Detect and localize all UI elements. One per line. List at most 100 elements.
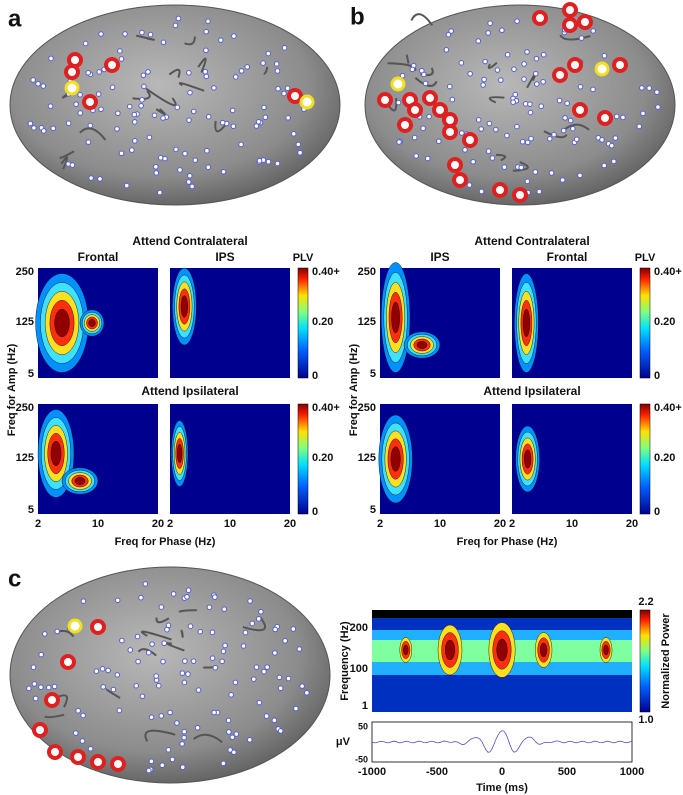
electrode [578, 35, 585, 41]
electrode [562, 115, 568, 121]
electrode [31, 681, 38, 687]
electrode [590, 28, 597, 34]
electrode-selected [532, 10, 548, 26]
electrode [293, 705, 299, 712]
sulcus [410, 13, 434, 27]
electrode [179, 764, 186, 771]
electrode-selected [397, 117, 413, 133]
column-title: IPS [430, 250, 449, 264]
electrode [277, 685, 284, 692]
electrode [187, 89, 193, 96]
electrode [97, 176, 103, 182]
electrode [548, 170, 555, 176]
electrode [192, 157, 199, 163]
sulcus [105, 687, 121, 699]
electrode-selected [594, 61, 610, 77]
electrode [190, 108, 197, 115]
electrode [186, 70, 192, 76]
electrode [620, 114, 626, 121]
electrode [173, 146, 179, 153]
electrode-selected [90, 619, 106, 635]
electrode [238, 68, 245, 74]
electrode [160, 115, 166, 121]
y-tick-label: 125 [358, 452, 376, 464]
electrode [242, 629, 249, 636]
electrode [145, 649, 152, 656]
electrode [567, 117, 574, 124]
electrode [443, 46, 450, 53]
y-tick-label: 250 [16, 266, 34, 278]
electrode [206, 604, 213, 611]
colorbar-title: PLV [635, 252, 656, 264]
y-tick-label: 5 [370, 504, 376, 516]
electrode [135, 658, 141, 665]
x-tick-label: 2 [167, 518, 173, 530]
electrode-selected [70, 749, 86, 765]
x-tick-label: 2 [509, 518, 515, 530]
electrode [93, 668, 100, 674]
sulcus [141, 630, 172, 641]
electrode [139, 29, 145, 36]
electrode [153, 170, 160, 176]
electrode [399, 72, 406, 79]
electrode [226, 729, 232, 735]
electrode [211, 709, 217, 716]
electrode [50, 125, 57, 132]
electrode [220, 760, 227, 767]
electrode [221, 606, 228, 612]
electrode [290, 130, 297, 137]
electrode [187, 172, 193, 179]
electrode [285, 115, 291, 121]
electrode [462, 147, 468, 153]
electrode [174, 720, 180, 726]
electrode [524, 178, 531, 185]
x-tick-label: -500 [426, 766, 448, 778]
electrode [35, 80, 41, 87]
x-tick-label: 10 [224, 518, 236, 530]
electrode [98, 31, 104, 37]
sulcus [137, 648, 157, 657]
heatmap-contour [177, 444, 183, 463]
x-axis-label: Time (ms) [476, 782, 528, 794]
y-tick-label: 125 [16, 316, 34, 328]
colorbar-tick-label: 0.40+ [312, 402, 340, 414]
electrode [527, 101, 533, 107]
electrode-selected [64, 80, 80, 96]
electrode [209, 655, 216, 661]
electrode [194, 724, 201, 731]
electrode [46, 684, 52, 691]
sulcus [180, 629, 184, 638]
electrode [185, 671, 191, 677]
electrode [532, 169, 539, 175]
electrode [225, 717, 232, 724]
electrode [527, 109, 534, 116]
electrode [282, 637, 288, 644]
electrode [485, 30, 492, 36]
electrode [169, 756, 176, 763]
electrode [148, 714, 155, 721]
electrode [422, 80, 429, 87]
electrode [96, 69, 102, 75]
electrode [220, 168, 227, 175]
electrode [636, 123, 643, 130]
electrode-selected [432, 102, 448, 118]
electrode [271, 717, 278, 724]
electrode [261, 104, 267, 111]
colorbar [639, 267, 651, 379]
electrode [265, 50, 272, 57]
electrode [222, 642, 228, 649]
section-title: Attend Contralateral [474, 234, 589, 248]
electrode [577, 172, 583, 179]
electrode [179, 670, 186, 676]
electrode [519, 138, 526, 145]
electrode [258, 608, 264, 615]
electrode [123, 182, 130, 189]
electrode [129, 147, 135, 153]
electrode [202, 68, 209, 75]
electrode [47, 103, 54, 109]
electrode [304, 689, 310, 696]
electrode [449, 96, 456, 103]
electrode [448, 28, 454, 34]
y-axis-label: Freq for Amp (Hz) [348, 343, 360, 436]
panel-label: a [8, 5, 22, 32]
